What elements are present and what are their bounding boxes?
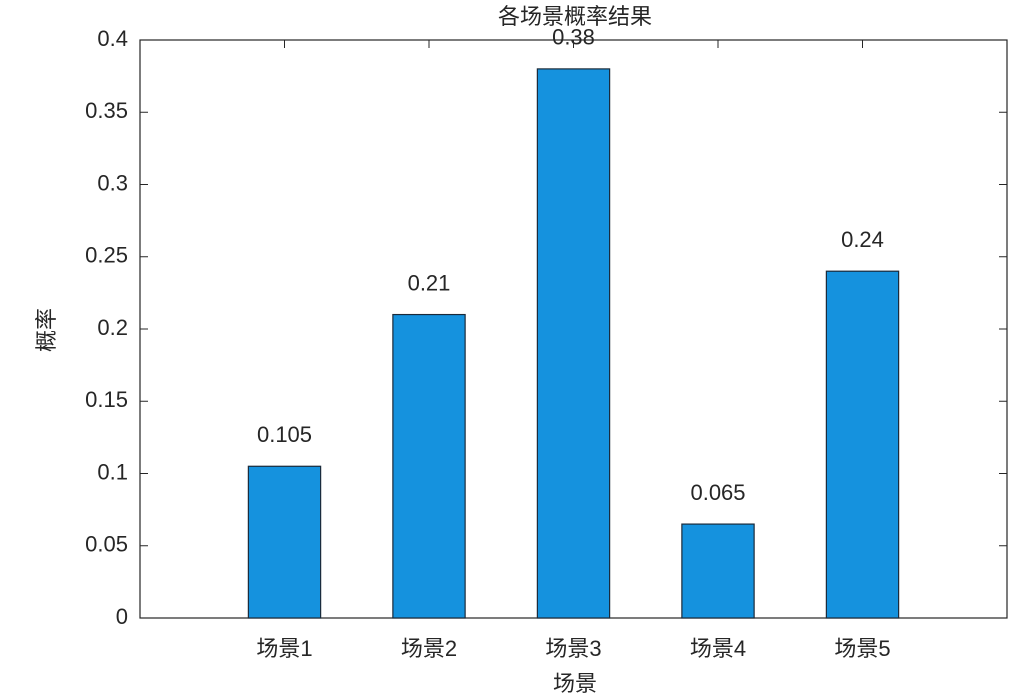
bar (681, 523, 755, 619)
x-tick-label: 场景1 (256, 636, 312, 661)
y-tick-label: 0.15 (85, 387, 128, 412)
bar (536, 68, 611, 619)
data-label: 0.38 (552, 25, 595, 50)
data-label: 0.21 (408, 270, 451, 295)
data-label: 0.24 (841, 227, 884, 252)
data-label: 0.065 (690, 480, 745, 505)
bar (825, 270, 900, 619)
y-tick-label: 0.1 (97, 459, 128, 484)
bar (247, 465, 322, 619)
chart-title: 各场景概率结果 (498, 4, 652, 29)
y-tick-label: 0.05 (85, 532, 128, 557)
x-tick-label: 场景4 (690, 636, 746, 661)
data-label: 0.105 (257, 422, 312, 447)
x-axis-label: 场景 (553, 671, 597, 696)
x-tick-label: 场景2 (401, 636, 457, 661)
y-tick-label: 0.25 (85, 243, 128, 268)
y-tick-label: 0.3 (97, 170, 128, 195)
y-tick-label: 0 (116, 604, 128, 629)
y-tick-label: 0.35 (85, 98, 128, 123)
y-tick-label: 0.2 (97, 315, 128, 340)
x-tick-label: 场景5 (834, 636, 890, 661)
bar (392, 313, 466, 619)
y-axis-label: 概率 (34, 308, 59, 352)
x-tick-label: 场景3 (545, 636, 601, 661)
y-tick-label: 0.4 (97, 26, 128, 51)
